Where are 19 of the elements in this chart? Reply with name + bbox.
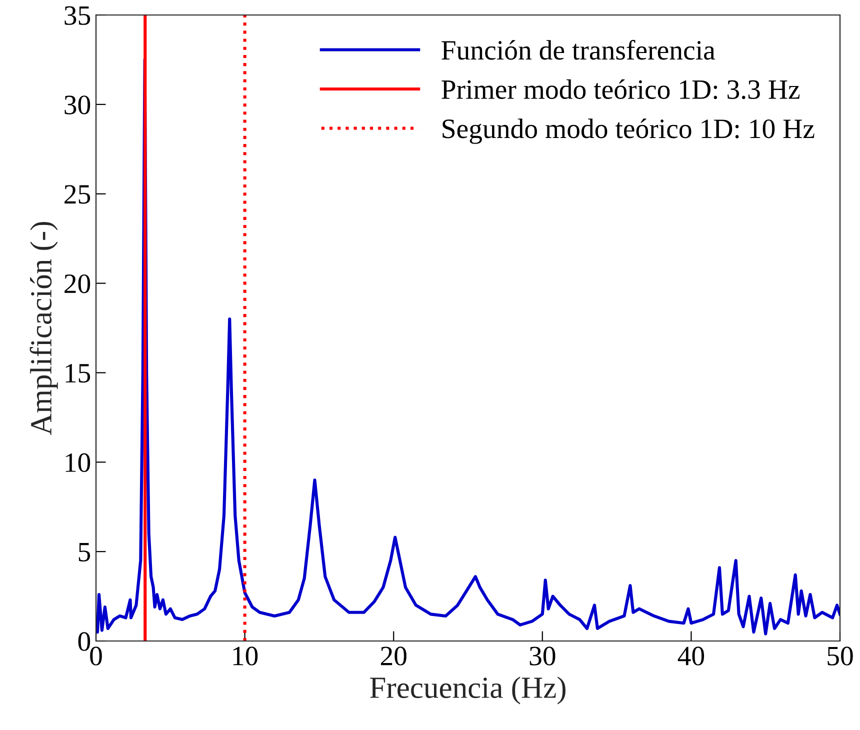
legend-label: Primer modo teórico 1D: 3.3 Hz	[442, 79, 800, 100]
legend-label: Segundo modo teórico 1D: 10 Hz	[442, 118, 814, 144]
legend-label: Función de transferencia	[442, 40, 716, 60]
x-tick-label: 20	[380, 646, 406, 666]
y-tick-label: 20	[64, 274, 90, 294]
y-tick-label: 5	[78, 543, 90, 562]
x-tick-label: 10	[233, 646, 258, 666]
y-axis-title: Amplificación (-)	[30, 222, 58, 436]
x-tick-label: 40	[678, 646, 704, 666]
x-tick-label: 0	[90, 646, 102, 666]
x-tick-label: 50	[828, 646, 853, 666]
y-tick-label: 30	[64, 96, 90, 114]
y-tick-label: 10	[66, 453, 90, 472]
y-tick-label: 15	[66, 364, 90, 383]
x-axis-title: Frecuencia (Hz)	[370, 676, 566, 704]
y-tick-label: 35	[64, 6, 90, 25]
x-tick-label: 30	[530, 646, 556, 666]
y-tick-label: 25	[64, 185, 90, 204]
y-tick-label: 0	[78, 632, 90, 651]
